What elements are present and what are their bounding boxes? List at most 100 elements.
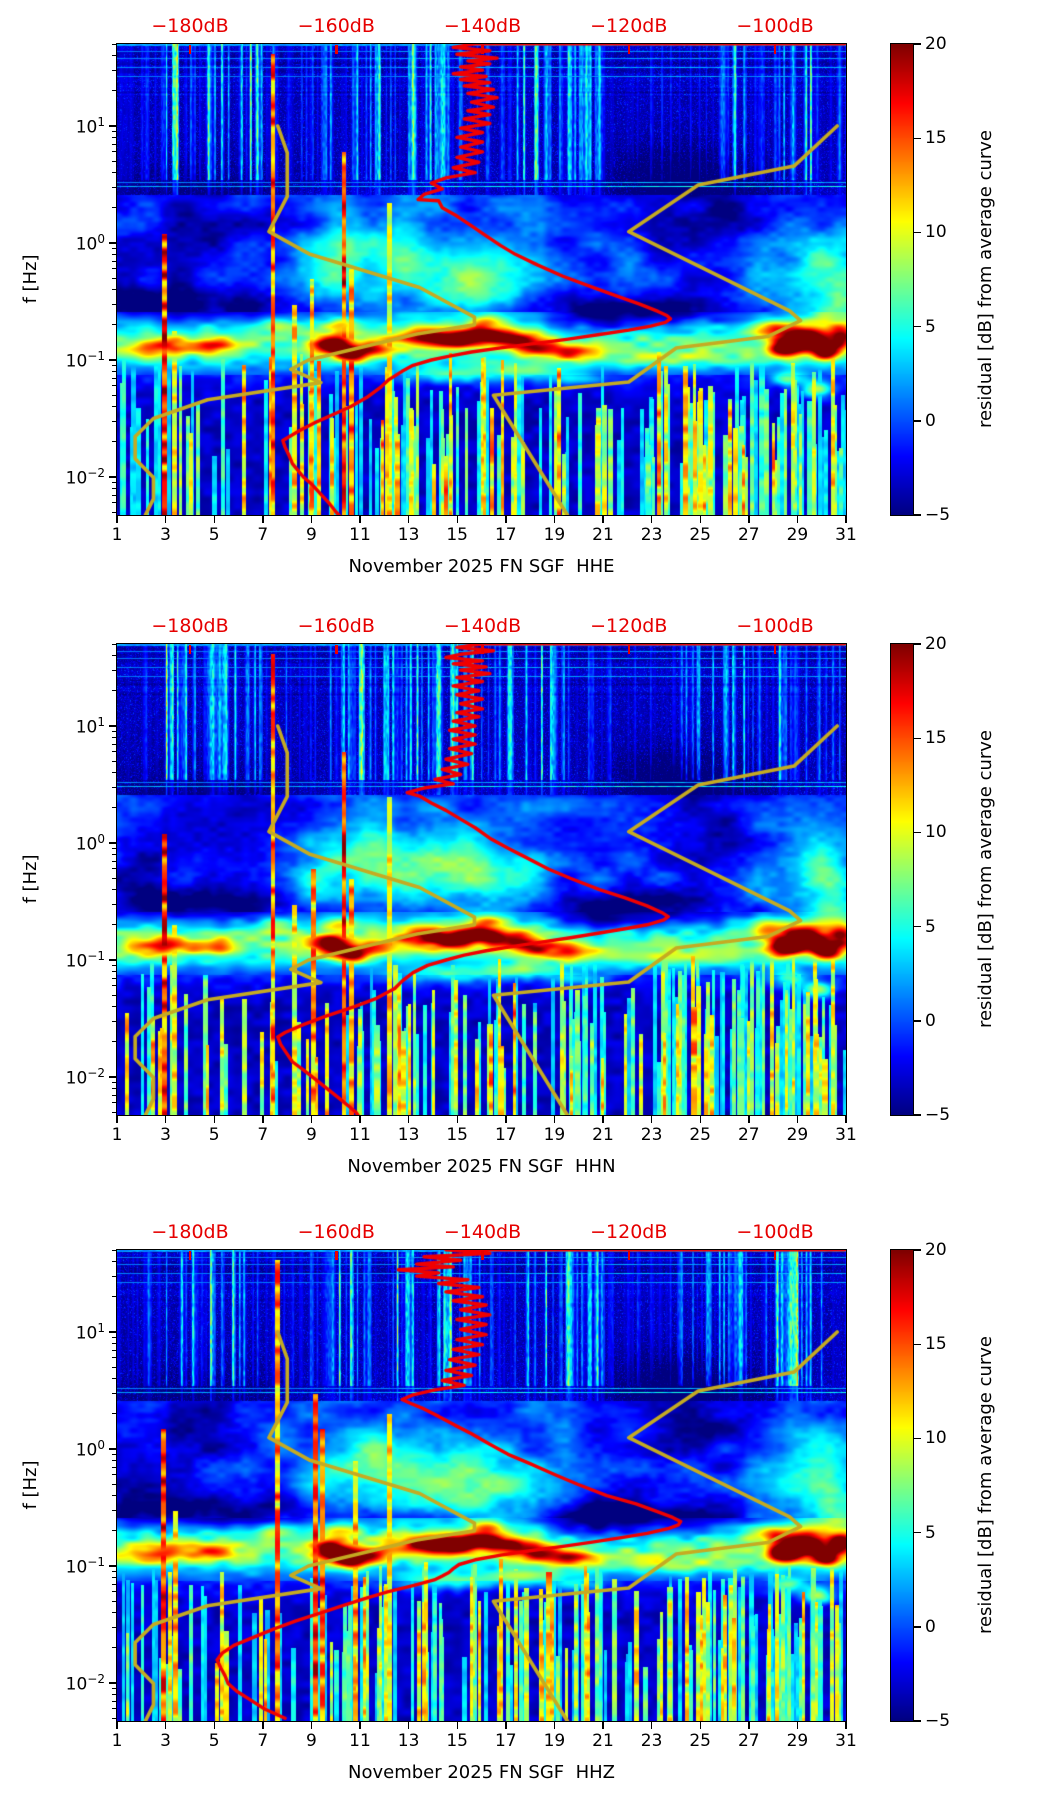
colorbar-tick — [914, 1437, 921, 1440]
y-minor-tick — [112, 1413, 116, 1415]
x-tick-label: 3 — [160, 525, 171, 545]
y-tick — [109, 1448, 116, 1450]
top-axis-label: −180dB — [151, 615, 229, 637]
y-tick — [109, 359, 116, 361]
colorbar-tick-label: −5 — [925, 1105, 951, 1125]
y-minor-tick — [112, 786, 116, 788]
y-minor-tick — [112, 1583, 116, 1585]
y-tick — [109, 1682, 116, 1684]
x-tick-label: 31 — [835, 1731, 857, 1751]
y-minor-tick — [112, 1466, 116, 1468]
x-tick — [699, 1116, 701, 1123]
spectrogram-canvas-hhe — [117, 44, 846, 515]
y-minor-tick — [112, 1576, 116, 1578]
y-tick — [109, 1565, 116, 1567]
top-axis-label: −120dB — [590, 1221, 668, 1243]
y-minor-tick — [112, 406, 116, 408]
colorbar-canvas — [891, 1250, 913, 1721]
x-tick-label: 5 — [208, 1731, 220, 1751]
colorbar-tick — [914, 514, 921, 516]
y-minor-tick — [112, 69, 116, 71]
y-minor-tick — [112, 994, 116, 996]
y-minor-tick — [112, 487, 116, 489]
y-minor-tick — [112, 511, 116, 513]
y-minor-tick — [112, 151, 116, 153]
colorbar-tick — [914, 1020, 921, 1022]
x-tick — [359, 1722, 361, 1729]
y-minor-tick — [112, 903, 116, 905]
y-tick — [109, 242, 116, 244]
top-axis-tick — [188, 45, 192, 54]
y-tick-label: 10−2 — [65, 1672, 105, 1695]
y-tick-label: 10−1 — [65, 349, 105, 372]
colorbar-tick — [914, 831, 921, 834]
y-minor-tick — [112, 1081, 116, 1083]
x-tick-label: 9 — [305, 1125, 317, 1145]
x-tick-label: 3 — [160, 1731, 171, 1751]
y-minor-tick — [112, 1275, 116, 1277]
y-minor-tick — [112, 736, 116, 738]
y-minor-tick — [112, 1626, 116, 1628]
x-tick — [213, 1722, 215, 1729]
y-minor-tick — [112, 136, 116, 138]
x-tick-label: 15 — [446, 1731, 468, 1751]
y-minor-tick — [112, 655, 116, 657]
x-tick-label: 21 — [592, 1125, 614, 1145]
x-tick-label: 17 — [494, 1125, 517, 1145]
x-tick-label: 23 — [640, 1731, 663, 1751]
colorbar-tick-label: 0 — [925, 1616, 936, 1637]
y-minor-tick — [112, 377, 116, 379]
y-minor-tick — [112, 1336, 116, 1338]
colorbar-tick-label: 15 — [925, 728, 947, 749]
y-minor-tick — [112, 853, 116, 855]
x-tick-label: 31 — [835, 525, 857, 545]
y-minor-tick — [112, 90, 116, 92]
x-tick-label: 29 — [786, 525, 809, 545]
y-minor-tick — [112, 807, 116, 809]
y-minor-tick — [112, 1453, 116, 1455]
colorbar-tick-label: −5 — [925, 505, 951, 525]
y-minor-tick — [112, 743, 116, 745]
y-tick-label: 10−2 — [65, 1066, 105, 1089]
x-tick — [407, 516, 410, 523]
x-tick-label: 21 — [592, 1731, 614, 1751]
colorbar-tick — [914, 1114, 921, 1116]
x-tick — [845, 1116, 847, 1123]
x-tick — [456, 1116, 458, 1123]
colorbar-tick — [914, 1720, 921, 1722]
x-tick-label: 23 — [640, 1125, 663, 1145]
x-tick — [699, 516, 701, 523]
y-tick — [109, 842, 116, 844]
top-axis-label: −140dB — [443, 615, 522, 637]
y-minor-tick — [112, 253, 116, 255]
y-minor-tick — [112, 669, 116, 671]
colorbar-tick-label: 20 — [925, 634, 947, 654]
y-minor-tick — [112, 970, 116, 972]
top-axis-tick — [481, 1251, 484, 1260]
top-axis-tick — [188, 645, 192, 654]
y-minor-tick — [112, 55, 116, 57]
y-minor-tick — [112, 1459, 116, 1461]
y-minor-tick — [112, 260, 116, 262]
x-tick — [407, 1116, 410, 1123]
colorbar-tick-label: 20 — [925, 1240, 947, 1260]
colorbar-tick-label: 5 — [925, 316, 936, 337]
x-tick — [359, 1116, 361, 1123]
y-axis-label-2: f [Hz] — [20, 854, 41, 904]
y-minor-tick — [112, 1483, 116, 1485]
x-tick — [262, 1722, 264, 1729]
x-tick — [553, 516, 556, 523]
x-tick-label: 3 — [160, 1125, 171, 1145]
colorbar-tick-label: −5 — [925, 1711, 951, 1731]
y-minor-tick — [112, 364, 116, 366]
y-minor-tick — [112, 868, 116, 870]
x-tick — [213, 1116, 215, 1123]
y-minor-tick — [112, 760, 116, 762]
x-tick — [359, 516, 361, 523]
x-tick — [456, 516, 458, 523]
y-tick — [109, 476, 116, 478]
x-tick — [456, 1722, 458, 1729]
y-tick — [109, 125, 116, 127]
y-minor-tick — [112, 1296, 116, 1298]
